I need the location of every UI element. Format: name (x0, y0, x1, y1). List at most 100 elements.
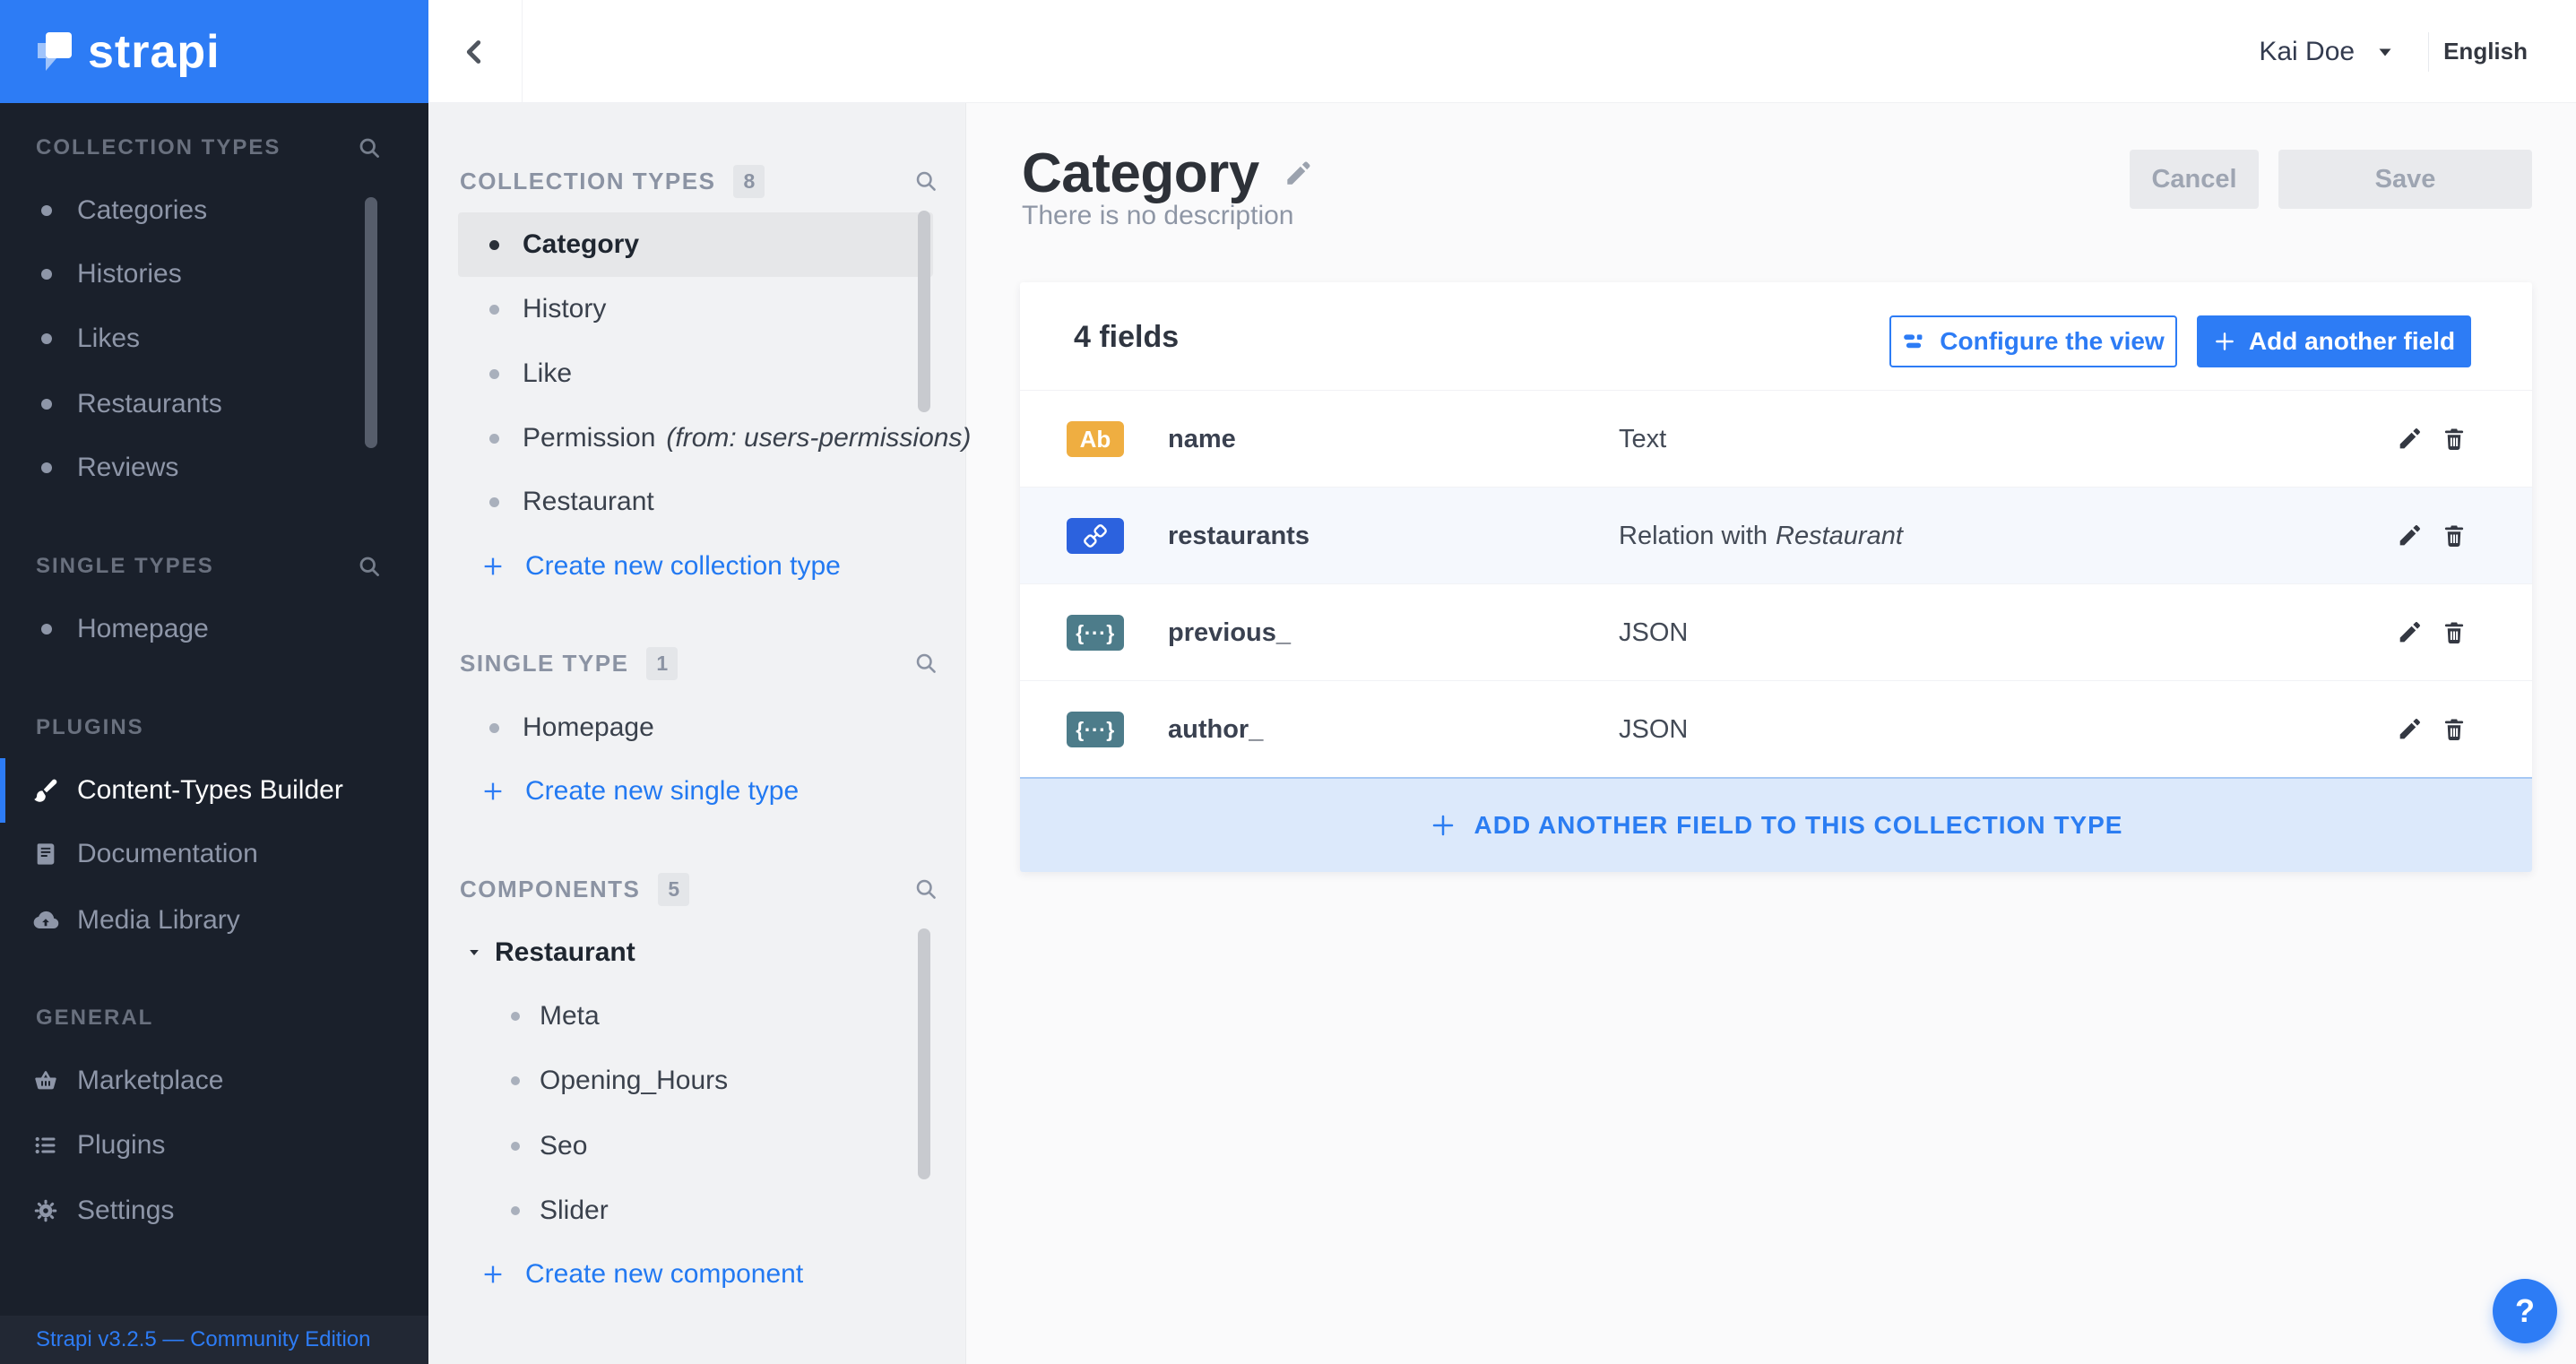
text-field-badge: Ab (1067, 421, 1124, 457)
delete-trash-icon[interactable] (2441, 619, 2468, 646)
field-row-author[interactable]: {···} author_ JSON (1020, 680, 2532, 777)
paintbrush-icon (32, 777, 59, 804)
search-icon[interactable] (913, 651, 938, 676)
sidebar-item-restaurants[interactable]: Restaurants (0, 372, 428, 436)
caret-down-icon[interactable] (2374, 41, 2396, 63)
sidebar-item-label: Likes (77, 324, 141, 353)
back-button[interactable] (428, 0, 523, 103)
sidebar-item-documentation[interactable]: Documentation (0, 822, 428, 886)
plus-icon (2213, 330, 2236, 353)
configure-view-label: Configure the view (1940, 327, 2165, 355)
sidebar-item-reviews[interactable]: Reviews (0, 436, 428, 500)
create-single-type-link[interactable]: Create new single type (428, 759, 966, 824)
field-type: JSON (1619, 617, 1689, 647)
edit-pencil-icon[interactable] (2396, 426, 2423, 453)
delete-trash-icon[interactable] (2441, 716, 2468, 743)
edit-pencil-icon[interactable] (2396, 619, 2423, 646)
sidebar-item-label: Media Library (77, 905, 240, 935)
builder-item-history[interactable]: History (428, 277, 966, 341)
main-sidebar: strapi COLLECTION TYPES Categories Histo… (0, 0, 428, 1364)
help-button[interactable]: ? (2493, 1279, 2557, 1343)
builder-item-label: Restaurant (523, 487, 654, 516)
builder-item-source-note: (from: users-permissions) (666, 423, 972, 453)
create-component-link[interactable]: Create new component (428, 1242, 966, 1307)
search-icon[interactable] (913, 168, 938, 194)
sidebar-item-categories[interactable]: Categories (0, 178, 428, 243)
edit-title-pencil-icon[interactable] (1283, 159, 1313, 189)
builder-item-restaurant[interactable]: Restaurant (428, 470, 966, 534)
add-field-to-collection-button[interactable]: ADD ANOTHER FIELD TO THIS COLLECTION TYP… (1020, 777, 2532, 872)
version-link[interactable]: Strapi v3.2.5 — Community Edition (36, 1327, 371, 1351)
builder-component-restaurant[interactable]: Restaurant (428, 920, 966, 985)
builder-item-category[interactable]: Category (458, 212, 933, 277)
sidebar-item-content-types-builder[interactable]: Content-Types Builder (0, 758, 428, 823)
builder-item-like[interactable]: Like (428, 341, 966, 406)
builder-item-label: Opening_Hours (540, 1066, 729, 1095)
cancel-button[interactable]: Cancel (2130, 150, 2259, 209)
builder-component-seo[interactable]: Seo (428, 1114, 966, 1178)
builder-item-homepage[interactable]: Homepage (428, 695, 966, 760)
delete-trash-icon[interactable] (2441, 522, 2468, 549)
builder-component-meta[interactable]: Meta (428, 984, 966, 1049)
count-badge: 8 (733, 164, 765, 198)
page-title-block: Category (1022, 142, 1313, 205)
field-name: author_ (1168, 714, 1264, 744)
edit-pencil-icon[interactable] (2396, 716, 2423, 743)
sidebar-item-homepage[interactable]: Homepage (0, 597, 428, 661)
edit-pencil-icon[interactable] (2396, 522, 2423, 549)
field-name: restaurants (1168, 521, 1310, 550)
builder-scrollbar-bottom[interactable] (918, 928, 930, 1179)
relation-field-badge (1067, 518, 1124, 554)
language-selector[interactable]: English (2443, 38, 2528, 65)
builder-item-permission[interactable]: Permission (from: users-permissions) (428, 406, 971, 470)
strapi-logo-icon (34, 30, 75, 74)
sidebar-scrollbar[interactable] (365, 197, 377, 448)
help-question-mark: ? (2515, 1292, 2535, 1329)
builder-sidebar: COLLECTION TYPES 8 Category History Like… (428, 103, 971, 1364)
cloud-upload-icon (32, 907, 59, 934)
top-bar: Kai Doe English (428, 0, 2576, 103)
create-collection-type-link[interactable]: Create new collection type (428, 534, 966, 599)
row-actions (2396, 391, 2468, 488)
field-row-name[interactable]: Ab name Text (1020, 390, 2532, 487)
builder-item-label: Seo (540, 1131, 588, 1161)
search-icon[interactable] (357, 135, 382, 160)
section-label: SINGLE TYPE (460, 649, 629, 677)
configure-view-button[interactable]: Configure the view (1889, 315, 2177, 367)
sidebar-item-histories[interactable]: Histories (0, 242, 428, 306)
plus-icon (480, 1262, 506, 1287)
delete-trash-icon[interactable] (2441, 426, 2468, 453)
save-label: Save (2374, 164, 2436, 194)
sidebar-footer: Strapi v3.2.5 — Community Edition (0, 1316, 428, 1364)
section-collection-types: COLLECTION TYPES (0, 116, 428, 180)
search-icon[interactable] (913, 876, 938, 902)
section-plugins: PLUGINS (0, 695, 428, 760)
create-link-label: Create new collection type (525, 551, 841, 581)
builder-component-opening-hours[interactable]: Opening_Hours (428, 1049, 966, 1113)
section-general: GENERAL (0, 986, 428, 1050)
builder-item-label: Meta (540, 1001, 600, 1031)
json-field-badge: {···} (1067, 615, 1124, 651)
sidebar-item-likes[interactable]: Likes (0, 306, 428, 371)
field-row-previous[interactable]: {···} previous_ JSON (1020, 583, 2532, 680)
sidebar-item-media-library[interactable]: Media Library (0, 888, 428, 953)
strapi-logo[interactable]: strapi (0, 0, 428, 103)
field-row-restaurants[interactable]: restaurants Relation with Restaurant (1020, 487, 2532, 583)
field-type: Text (1619, 424, 1667, 453)
sidebar-item-settings[interactable]: Settings (0, 1178, 428, 1243)
builder-section-components: COMPONENTS 5 (428, 857, 966, 921)
page-subtitle: There is no description (1022, 201, 1294, 230)
builder-scrollbar-top[interactable] (918, 211, 930, 412)
bullet-icon (489, 368, 499, 379)
sidebar-item-marketplace[interactable]: Marketplace (0, 1049, 428, 1113)
user-name[interactable]: Kai Doe (2259, 36, 2356, 66)
bullet-icon (41, 269, 52, 280)
sidebar-item-label: Restaurants (77, 389, 222, 419)
sidebar-item-label: Histories (77, 259, 182, 289)
search-icon[interactable] (357, 554, 382, 579)
save-button[interactable]: Save (2278, 150, 2532, 209)
count-badge: 1 (646, 646, 679, 680)
add-another-field-button[interactable]: Add another field (2197, 315, 2471, 367)
builder-component-slider[interactable]: Slider (428, 1178, 966, 1243)
sidebar-item-plugins[interactable]: Plugins (0, 1113, 428, 1178)
